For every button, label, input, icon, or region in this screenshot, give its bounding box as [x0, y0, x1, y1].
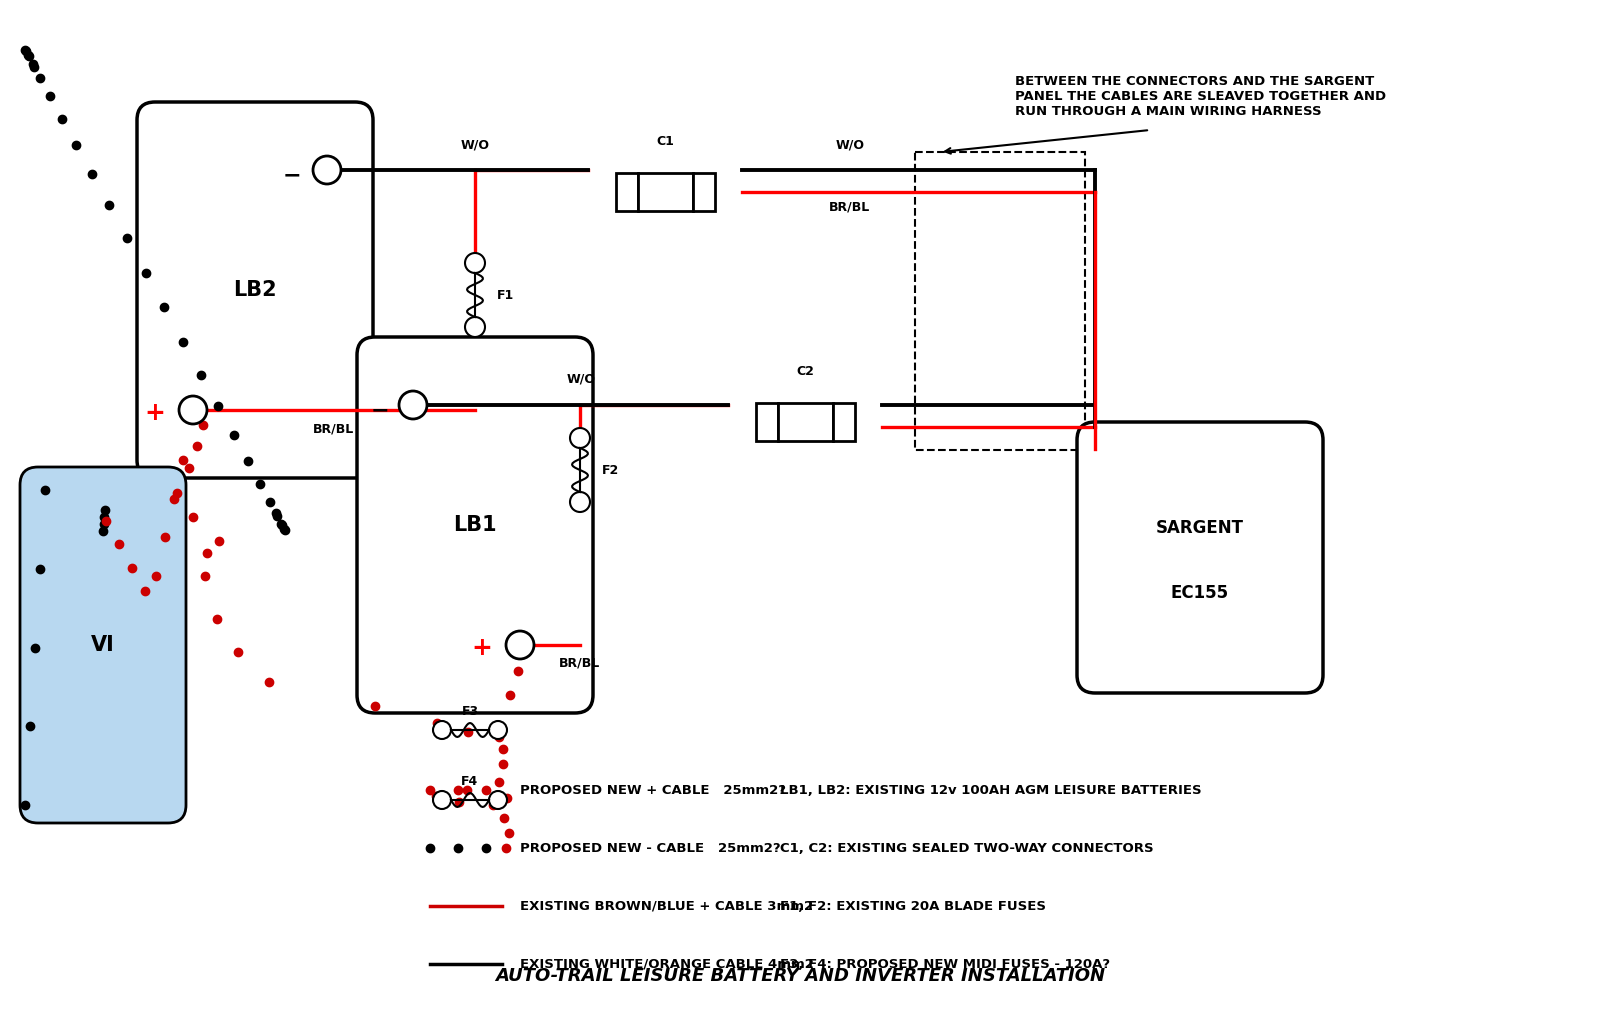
- FancyBboxPatch shape: [1077, 422, 1323, 693]
- Text: BR/BL: BR/BL: [829, 200, 870, 213]
- Text: C1: C1: [656, 135, 674, 148]
- FancyBboxPatch shape: [19, 467, 186, 823]
- Bar: [915, 152, 1085, 450]
- Circle shape: [314, 156, 341, 184]
- Text: W/O: W/O: [461, 138, 490, 151]
- Text: PROPOSED NEW - CABLE   25mm2?: PROPOSED NEW - CABLE 25mm2?: [520, 841, 781, 854]
- Text: EXISTING WHITE/ORANGE CABLE 4mm2: EXISTING WHITE/ORANGE CABLE 4mm2: [520, 957, 814, 970]
- Text: BETWEEN THE CONNECTORS AND THE SARGENT
PANEL THE CABLES ARE SLEAVED TOGETHER AND: BETWEEN THE CONNECTORS AND THE SARGENT P…: [1014, 75, 1386, 118]
- Bar: [637, 173, 693, 211]
- Text: W/O: W/O: [835, 138, 864, 151]
- Text: PROPOSED NEW + CABLE   25mm2?: PROPOSED NEW + CABLE 25mm2?: [520, 783, 786, 797]
- Text: AUTO-TRAIL LEISURE BATTERY AND INVERTER INSTALLATION: AUTO-TRAIL LEISURE BATTERY AND INVERTER …: [494, 967, 1106, 985]
- FancyBboxPatch shape: [357, 337, 594, 713]
- Text: −: −: [283, 165, 301, 185]
- Text: EC155: EC155: [1171, 583, 1229, 601]
- Text: W/O: W/O: [566, 373, 595, 386]
- Text: F2: F2: [602, 463, 619, 477]
- Circle shape: [490, 791, 507, 809]
- Text: BR/BL: BR/BL: [314, 422, 355, 435]
- Text: F3: F3: [461, 705, 478, 718]
- Text: −: −: [371, 400, 389, 420]
- Text: F3, F4: PROPOSED NEW MIDI FUSES - 120A?: F3, F4: PROPOSED NEW MIDI FUSES - 120A?: [781, 957, 1110, 970]
- Text: F4: F4: [461, 775, 478, 788]
- Text: VI: VI: [91, 635, 115, 655]
- Circle shape: [570, 492, 590, 512]
- Circle shape: [434, 791, 451, 809]
- Circle shape: [490, 721, 507, 739]
- Bar: [832, 403, 854, 441]
- Text: SARGENT: SARGENT: [1155, 518, 1245, 536]
- Circle shape: [398, 391, 427, 419]
- Text: F1, F2: EXISTING 20A BLADE FUSES: F1, F2: EXISTING 20A BLADE FUSES: [781, 899, 1046, 912]
- FancyBboxPatch shape: [138, 102, 373, 478]
- Text: C2: C2: [797, 365, 814, 378]
- Circle shape: [506, 631, 534, 659]
- Bar: [778, 403, 832, 441]
- Text: C1, C2: EXISTING SEALED TWO-WAY CONNECTORS: C1, C2: EXISTING SEALED TWO-WAY CONNECTO…: [781, 841, 1154, 854]
- Text: LB2: LB2: [234, 280, 277, 300]
- Circle shape: [434, 721, 451, 739]
- Circle shape: [466, 253, 485, 273]
- Text: F1: F1: [498, 289, 514, 302]
- Text: LB1: LB1: [453, 515, 498, 535]
- Text: +: +: [144, 401, 165, 425]
- Bar: [616, 173, 637, 211]
- Bar: [755, 403, 778, 441]
- Circle shape: [466, 317, 485, 337]
- Text: +: +: [472, 636, 493, 660]
- Circle shape: [570, 428, 590, 448]
- Bar: [693, 173, 715, 211]
- Circle shape: [179, 396, 206, 424]
- Text: BR/BL: BR/BL: [560, 657, 600, 670]
- Text: EXISTING BROWN/BLUE + CABLE 3mm2: EXISTING BROWN/BLUE + CABLE 3mm2: [520, 899, 813, 912]
- Text: LB1, LB2: EXISTING 12v 100AH AGM LEISURE BATTERIES: LB1, LB2: EXISTING 12v 100AH AGM LEISURE…: [781, 783, 1202, 797]
